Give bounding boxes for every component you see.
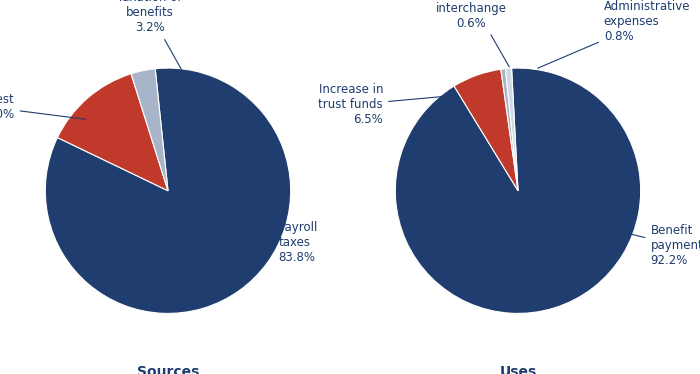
Wedge shape: [131, 69, 168, 191]
Text: Benefit
payments
92.2%: Benefit payments 92.2%: [617, 224, 700, 267]
Text: Increase in
trust funds
6.5%: Increase in trust funds 6.5%: [318, 83, 456, 126]
Text: Administrative
expenses
0.8%: Administrative expenses 0.8%: [538, 0, 690, 68]
Wedge shape: [505, 68, 518, 191]
Wedge shape: [454, 69, 518, 191]
Wedge shape: [501, 69, 518, 191]
Text: Sources: Sources: [136, 365, 199, 374]
Wedge shape: [395, 68, 640, 313]
Text: Taxation of
benefits
3.2%: Taxation of benefits 3.2%: [118, 0, 182, 69]
Text: Payroll
taxes
83.8%: Payroll taxes 83.8%: [247, 221, 318, 264]
Wedge shape: [57, 74, 168, 191]
Text: Interest
13.0%: Interest 13.0%: [0, 94, 85, 121]
Wedge shape: [46, 68, 290, 313]
Text: Railroad Retirement
financial
interchange
0.6%: Railroad Retirement financial interchang…: [412, 0, 531, 67]
Text: Uses: Uses: [499, 365, 537, 374]
